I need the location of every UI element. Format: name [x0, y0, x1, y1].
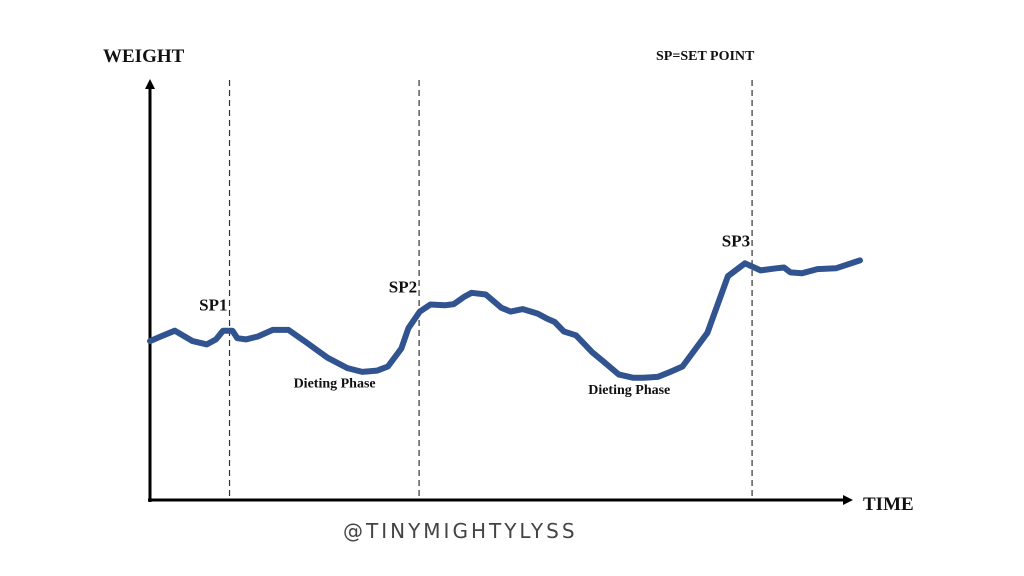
legend-note: SP=SET POINT — [656, 49, 755, 64]
set-point-label: SP1 — [199, 296, 227, 315]
set-point-labels: SP1 SP2 SP3 — [199, 232, 750, 315]
weight-series-line — [147, 257, 863, 381]
phase-label: Dieting Phase — [588, 383, 670, 398]
set-point-label: SP3 — [722, 232, 750, 251]
x-axis-label: TIME — [863, 494, 914, 515]
y-axis-label: WEIGHT — [103, 46, 185, 67]
phase-label: Dieting Phase — [294, 377, 376, 392]
set-point-lines — [228, 80, 753, 500]
phase-labels: Dieting Phase Dieting Phase — [294, 377, 671, 398]
set-point-label: SP2 — [389, 278, 417, 297]
watermark: @TINYMIGHTYLYSS — [343, 519, 578, 543]
